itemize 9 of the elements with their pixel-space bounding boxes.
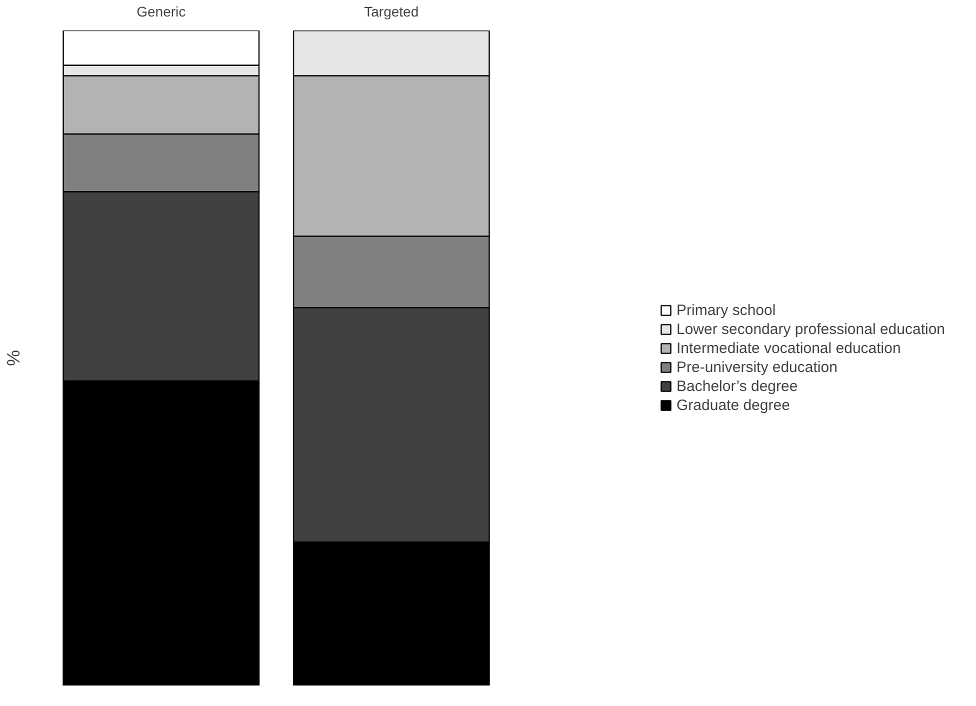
legend-label: Lower secondary professional education bbox=[676, 320, 945, 338]
legend-label: Primary school bbox=[676, 302, 776, 318]
x-tick-label: Targeted bbox=[364, 4, 419, 20]
legend-label: Graduate degree bbox=[676, 396, 790, 414]
legend-label: Bachelor’s degree bbox=[676, 378, 798, 394]
x-tick-label: Generic bbox=[136, 4, 186, 20]
y-axis-title: % bbox=[4, 350, 24, 366]
legend-label: Intermediate vocational education bbox=[676, 340, 901, 356]
legend-label: Pre-university education bbox=[676, 358, 838, 376]
